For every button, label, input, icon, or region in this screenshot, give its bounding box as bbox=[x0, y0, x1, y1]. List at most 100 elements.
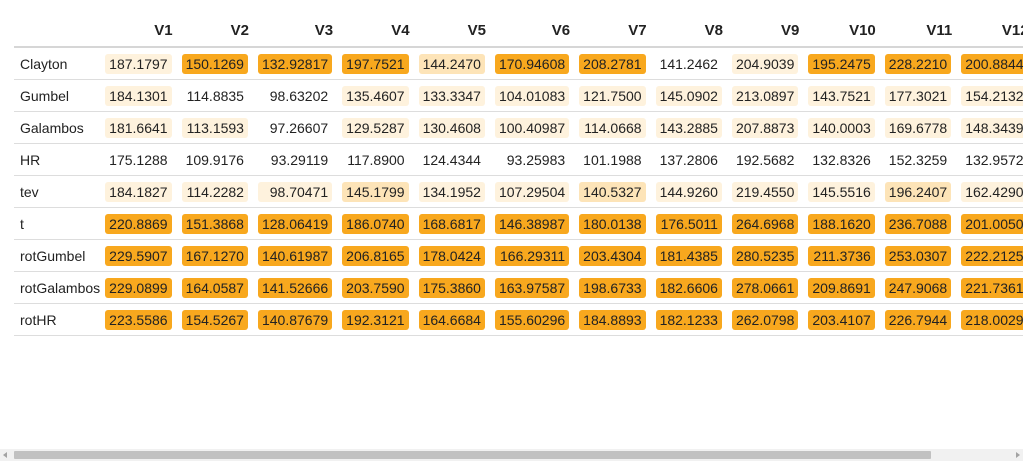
table-cell: 176.5011 bbox=[650, 207, 727, 240]
column-header: V3 bbox=[252, 14, 338, 48]
cell-value: 143.7521 bbox=[808, 85, 875, 106]
cell-value: 140.87679 bbox=[257, 309, 333, 330]
table-cell: 155.60296 bbox=[489, 303, 575, 336]
table-cell: 209.8691 bbox=[803, 271, 880, 304]
cell-value: 188.1620 bbox=[808, 213, 875, 234]
cell-value: 146.38987 bbox=[494, 213, 570, 234]
row-label: rotGalambos bbox=[14, 271, 101, 304]
table-row: rotGumbel 229.5907 167.1270 140.61987 206.81… bbox=[14, 239, 1023, 272]
cell-value: 167.1270 bbox=[181, 245, 248, 266]
cell-value: 229.5907 bbox=[105, 245, 172, 266]
scrollbar-thumb[interactable] bbox=[14, 451, 931, 459]
table-cell: 180.0138 bbox=[574, 207, 651, 240]
cell-value: 129.5287 bbox=[342, 117, 409, 138]
cell-value: 206.8165 bbox=[342, 245, 409, 266]
cell-value: 181.4385 bbox=[655, 245, 722, 266]
scroll-left-arrow-icon[interactable] bbox=[3, 452, 7, 458]
scroll-right-arrow-icon[interactable] bbox=[1016, 452, 1020, 458]
table-cell: 278.0661 bbox=[726, 271, 804, 304]
table-row: rotHR 223.5586 154.5267 140.87679 192.3121 16… bbox=[14, 303, 1023, 336]
cell-value: 177.3021 bbox=[884, 85, 952, 106]
column-header: V1 bbox=[100, 14, 177, 48]
cell-value: 132.92817 bbox=[257, 53, 333, 74]
table-cell: 184.1301 bbox=[100, 79, 177, 112]
table-viewport: V1V2V3V4V5V6V7V8V9V10V11V12 Clayton187.1… bbox=[14, 14, 1023, 336]
cell-value: 132.8326 bbox=[808, 149, 875, 170]
table-cell: 166.29311 bbox=[489, 239, 575, 272]
table-cell: 132.9572 bbox=[956, 143, 1023, 176]
cell-value: 209.8691 bbox=[808, 277, 875, 298]
table-row: tev 184.1827 114.2282 98.70471 145.1799 134.1… bbox=[14, 175, 1023, 208]
column-header: V7 bbox=[574, 14, 651, 48]
table-cell: 228.2210 bbox=[879, 47, 957, 80]
row-label: HR bbox=[14, 143, 101, 176]
column-header: V4 bbox=[337, 14, 414, 48]
cell-value: 141.2462 bbox=[655, 53, 722, 74]
cell-value: 100.40987 bbox=[494, 117, 570, 138]
column-header: V8 bbox=[650, 14, 727, 48]
cell-value: 168.6817 bbox=[418, 213, 485, 234]
cell-value: 201.0050 bbox=[961, 213, 1023, 234]
cell-value: 150.1269 bbox=[181, 53, 248, 74]
table-cell: 221.7361 bbox=[956, 271, 1023, 304]
table-cell: 114.0668 bbox=[574, 111, 651, 144]
table-cell: 162.4290 bbox=[956, 175, 1023, 208]
cell-value: 186.0740 bbox=[342, 213, 409, 234]
table-cell: 141.2462 bbox=[650, 47, 727, 80]
table-cell: 132.8326 bbox=[803, 143, 880, 176]
table-cell: 163.97587 bbox=[489, 271, 575, 304]
cell-value: 145.0902 bbox=[655, 85, 722, 106]
table-cell: 184.1827 bbox=[100, 175, 177, 208]
table-cell: 154.2132 bbox=[956, 79, 1023, 112]
cell-value: 145.5516 bbox=[808, 181, 875, 202]
table-cell: 218.0029 bbox=[956, 303, 1023, 336]
cell-value: 164.6684 bbox=[418, 309, 485, 330]
cell-value: 218.0029 bbox=[961, 309, 1023, 330]
table-cell: 164.0587 bbox=[176, 271, 253, 304]
table-cell: 143.2885 bbox=[650, 111, 727, 144]
table-cell: 198.6733 bbox=[574, 271, 651, 304]
cell-value: 229.0899 bbox=[105, 277, 172, 298]
table-cell: 195.2475 bbox=[803, 47, 880, 80]
cell-value: 253.0307 bbox=[884, 245, 952, 266]
cell-value: 109.9176 bbox=[181, 149, 248, 170]
table-row: Gumbel 184.1301 114.8835 98.63202 135.4607 13… bbox=[14, 79, 1023, 112]
table-cell: 140.61987 bbox=[252, 239, 338, 272]
table-cell: 181.6641 bbox=[100, 111, 177, 144]
cell-value: 164.0587 bbox=[181, 277, 248, 298]
cell-value: 236.7088 bbox=[884, 213, 952, 234]
horizontal-scrollbar[interactable] bbox=[0, 449, 1023, 461]
cell-value: 104.01083 bbox=[494, 85, 570, 106]
cell-value: 211.3736 bbox=[808, 245, 875, 266]
cell-value: 170.94608 bbox=[494, 53, 570, 74]
table-cell: 177.3021 bbox=[879, 79, 957, 112]
table-cell: 98.63202 bbox=[252, 79, 338, 112]
table-cell: 187.1797 bbox=[100, 47, 177, 80]
cell-value: 98.63202 bbox=[257, 85, 333, 106]
cell-value: 221.7361 bbox=[961, 277, 1023, 298]
cell-value: 208.2781 bbox=[579, 53, 646, 74]
cell-value: 184.8893 bbox=[579, 309, 646, 330]
table-cell: 164.6684 bbox=[413, 303, 490, 336]
column-header: V6 bbox=[489, 14, 575, 48]
cell-value: 228.2210 bbox=[884, 53, 952, 74]
table-cell: 188.1620 bbox=[803, 207, 880, 240]
cell-value: 98.70471 bbox=[257, 181, 333, 202]
cell-value: 124.4344 bbox=[418, 149, 485, 170]
table-cell: 104.01083 bbox=[489, 79, 575, 112]
cell-value: 128.06419 bbox=[257, 213, 333, 234]
table-cell: 236.7088 bbox=[879, 207, 957, 240]
row-label: Galambos bbox=[14, 111, 101, 144]
table-cell: 264.6968 bbox=[726, 207, 804, 240]
table-cell: 124.4344 bbox=[413, 143, 490, 176]
table-cell: 135.4607 bbox=[337, 79, 414, 112]
cell-value: 134.1952 bbox=[418, 181, 485, 202]
cell-value: 162.4290 bbox=[961, 181, 1023, 202]
table-cell: 140.5327 bbox=[574, 175, 651, 208]
table-cell: 145.0902 bbox=[650, 79, 727, 112]
table-cell: 134.1952 bbox=[413, 175, 490, 208]
cell-value: 262.0798 bbox=[731, 309, 799, 330]
cell-value: 137.2806 bbox=[655, 149, 722, 170]
table-cell: 201.0050 bbox=[956, 207, 1023, 240]
cell-value: 176.5011 bbox=[655, 213, 722, 234]
